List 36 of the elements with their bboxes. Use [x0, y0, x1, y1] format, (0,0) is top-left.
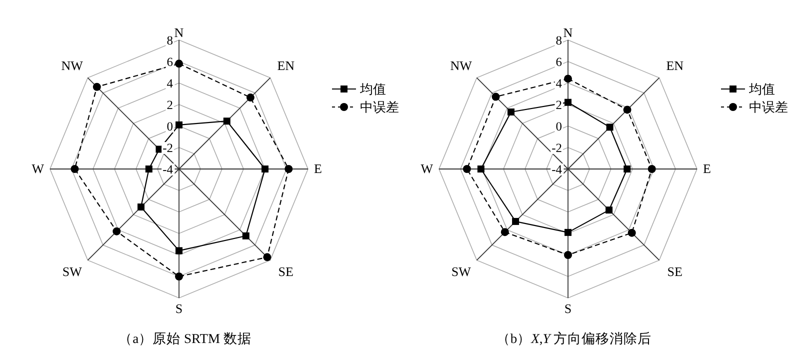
- spoke-label: W: [32, 161, 45, 176]
- spoke-label: N: [563, 25, 574, 40]
- legend-label: 中误差: [749, 100, 788, 114]
- spoke-label: NW: [450, 58, 473, 74]
- spoke-label: SE: [278, 264, 294, 279]
- spoke-label: EN: [277, 58, 296, 74]
- y-tick-label: 8: [556, 34, 562, 48]
- y-tick-label: 0: [556, 120, 562, 134]
- y-tick-label: 6: [166, 55, 173, 69]
- text: （a）原始 SRTM 数据: [118, 331, 252, 346]
- spoke-label: EN: [666, 58, 684, 74]
- y-tick-label: 2: [166, 98, 173, 112]
- spoke-label: NW: [61, 58, 84, 74]
- legend-label: 均值: [748, 82, 775, 96]
- y-tick-label: 4: [556, 76, 563, 90]
- spoke-label: W: [420, 161, 434, 176]
- spoke-label: S: [175, 301, 183, 316]
- text: （b）X,Y 方向偏移消除后: [496, 331, 652, 346]
- y-tick-label: -2: [552, 141, 562, 155]
- y-tick-label: 4: [166, 76, 174, 90]
- legend-label: 均值: [359, 82, 386, 96]
- y-tick-label: 6: [556, 55, 562, 69]
- spoke-label: N: [174, 25, 184, 40]
- spoke-label: E: [314, 161, 322, 176]
- y-tick-label: -4: [162, 162, 174, 176]
- y-tick-label: 8: [166, 34, 173, 48]
- legend-label: 中误差: [360, 100, 399, 114]
- spoke-label: SW: [62, 264, 83, 279]
- y-tick-label: 0: [166, 120, 173, 134]
- spoke-label: S: [564, 301, 572, 316]
- spoke-label: E: [703, 161, 711, 176]
- y-tick-label: -4: [552, 162, 563, 176]
- y-tick-label: 2: [556, 98, 562, 112]
- spoke-label: SW: [451, 264, 472, 279]
- spoke-label: SE: [667, 264, 683, 279]
- y-tick-label: -2: [162, 141, 173, 155]
